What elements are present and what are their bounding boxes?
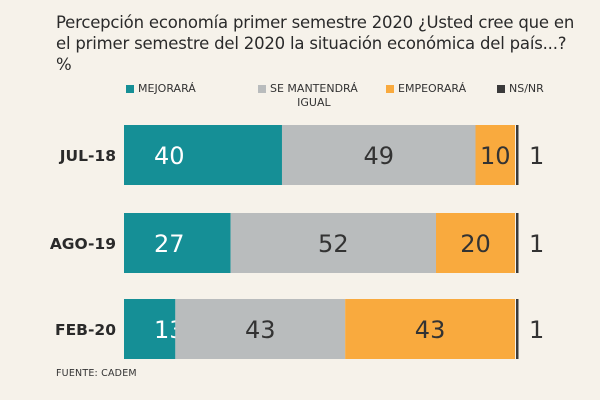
bar-segment-nsnr-ago-19 — [516, 213, 519, 273]
bar-segment-mejorara-feb-20 — [124, 299, 176, 359]
data-label-empeorara-jul-18: 10 — [480, 142, 511, 170]
legend-item-mantendra: SE MANTENDRÁ IGUAL — [258, 82, 358, 110]
bar-segment-mantendra-feb-20 — [175, 299, 346, 359]
data-label-mantendra-ago-19: 52 — [318, 230, 349, 258]
bar-segment-mejorara-ago-19 — [124, 213, 231, 273]
data-label-empeorara-feb-20: 43 — [415, 316, 446, 344]
category-label-jul-18: JUL-18 — [59, 147, 116, 165]
legend-label-mantendra: SE MANTENDRÁ IGUAL — [270, 82, 358, 109]
data-label-mantendra-jul-18: 49 — [363, 142, 394, 170]
chart-title: Percepción economía primer semestre 2020… — [56, 13, 575, 74]
bar-segment-mejorara-jul-18 — [124, 125, 282, 185]
data-label-nsnr-feb-20: 1 — [529, 316, 544, 344]
data-label-empeorara-ago-19: 20 — [460, 230, 491, 258]
legend-label-nsnr: NS/NR — [509, 82, 544, 95]
bar-segment-mantendra-ago-19 — [230, 213, 437, 273]
category-label-ago-19: AGO-19 — [50, 235, 116, 253]
legend-swatch-nsnr — [497, 85, 505, 93]
source-note: FUENTE: CADEM — [56, 368, 137, 379]
legend-swatch-empeorara — [386, 85, 394, 93]
data-label-nsnr-ago-19: 1 — [529, 230, 544, 258]
legend-item-nsnr: NS/NR — [497, 82, 544, 96]
data-label-nsnr-jul-18: 1 — [529, 142, 544, 170]
data-label-mejorara-jul-18: 40 — [154, 142, 185, 170]
bar-segment-nsnr-feb-20 — [516, 299, 519, 359]
legend-label-empeorara: EMPEORARÁ — [398, 82, 467, 95]
category-label-feb-20: FEB-20 — [55, 321, 116, 339]
data-label-mejorara-ago-19: 27 — [154, 230, 185, 258]
legend-swatch-mejorara — [126, 85, 134, 93]
bar-segment-empeorara-ago-19 — [436, 213, 515, 273]
bar-segment-mantendra-jul-18 — [281, 125, 476, 185]
bar-segment-empeorara-feb-20 — [345, 299, 515, 359]
legend-label-mejorara: MEJORARÁ — [138, 82, 196, 95]
legend-swatch-mantendra — [258, 85, 266, 93]
legend-item-mejorara: MEJORARÁ — [126, 82, 196, 96]
bar-segment-empeorara-jul-18 — [475, 125, 515, 185]
bar-segment-nsnr-jul-18 — [516, 125, 519, 185]
legend-item-empeorara: EMPEORARÁ — [386, 82, 466, 96]
data-label-mantendra-feb-20: 43 — [245, 316, 276, 344]
